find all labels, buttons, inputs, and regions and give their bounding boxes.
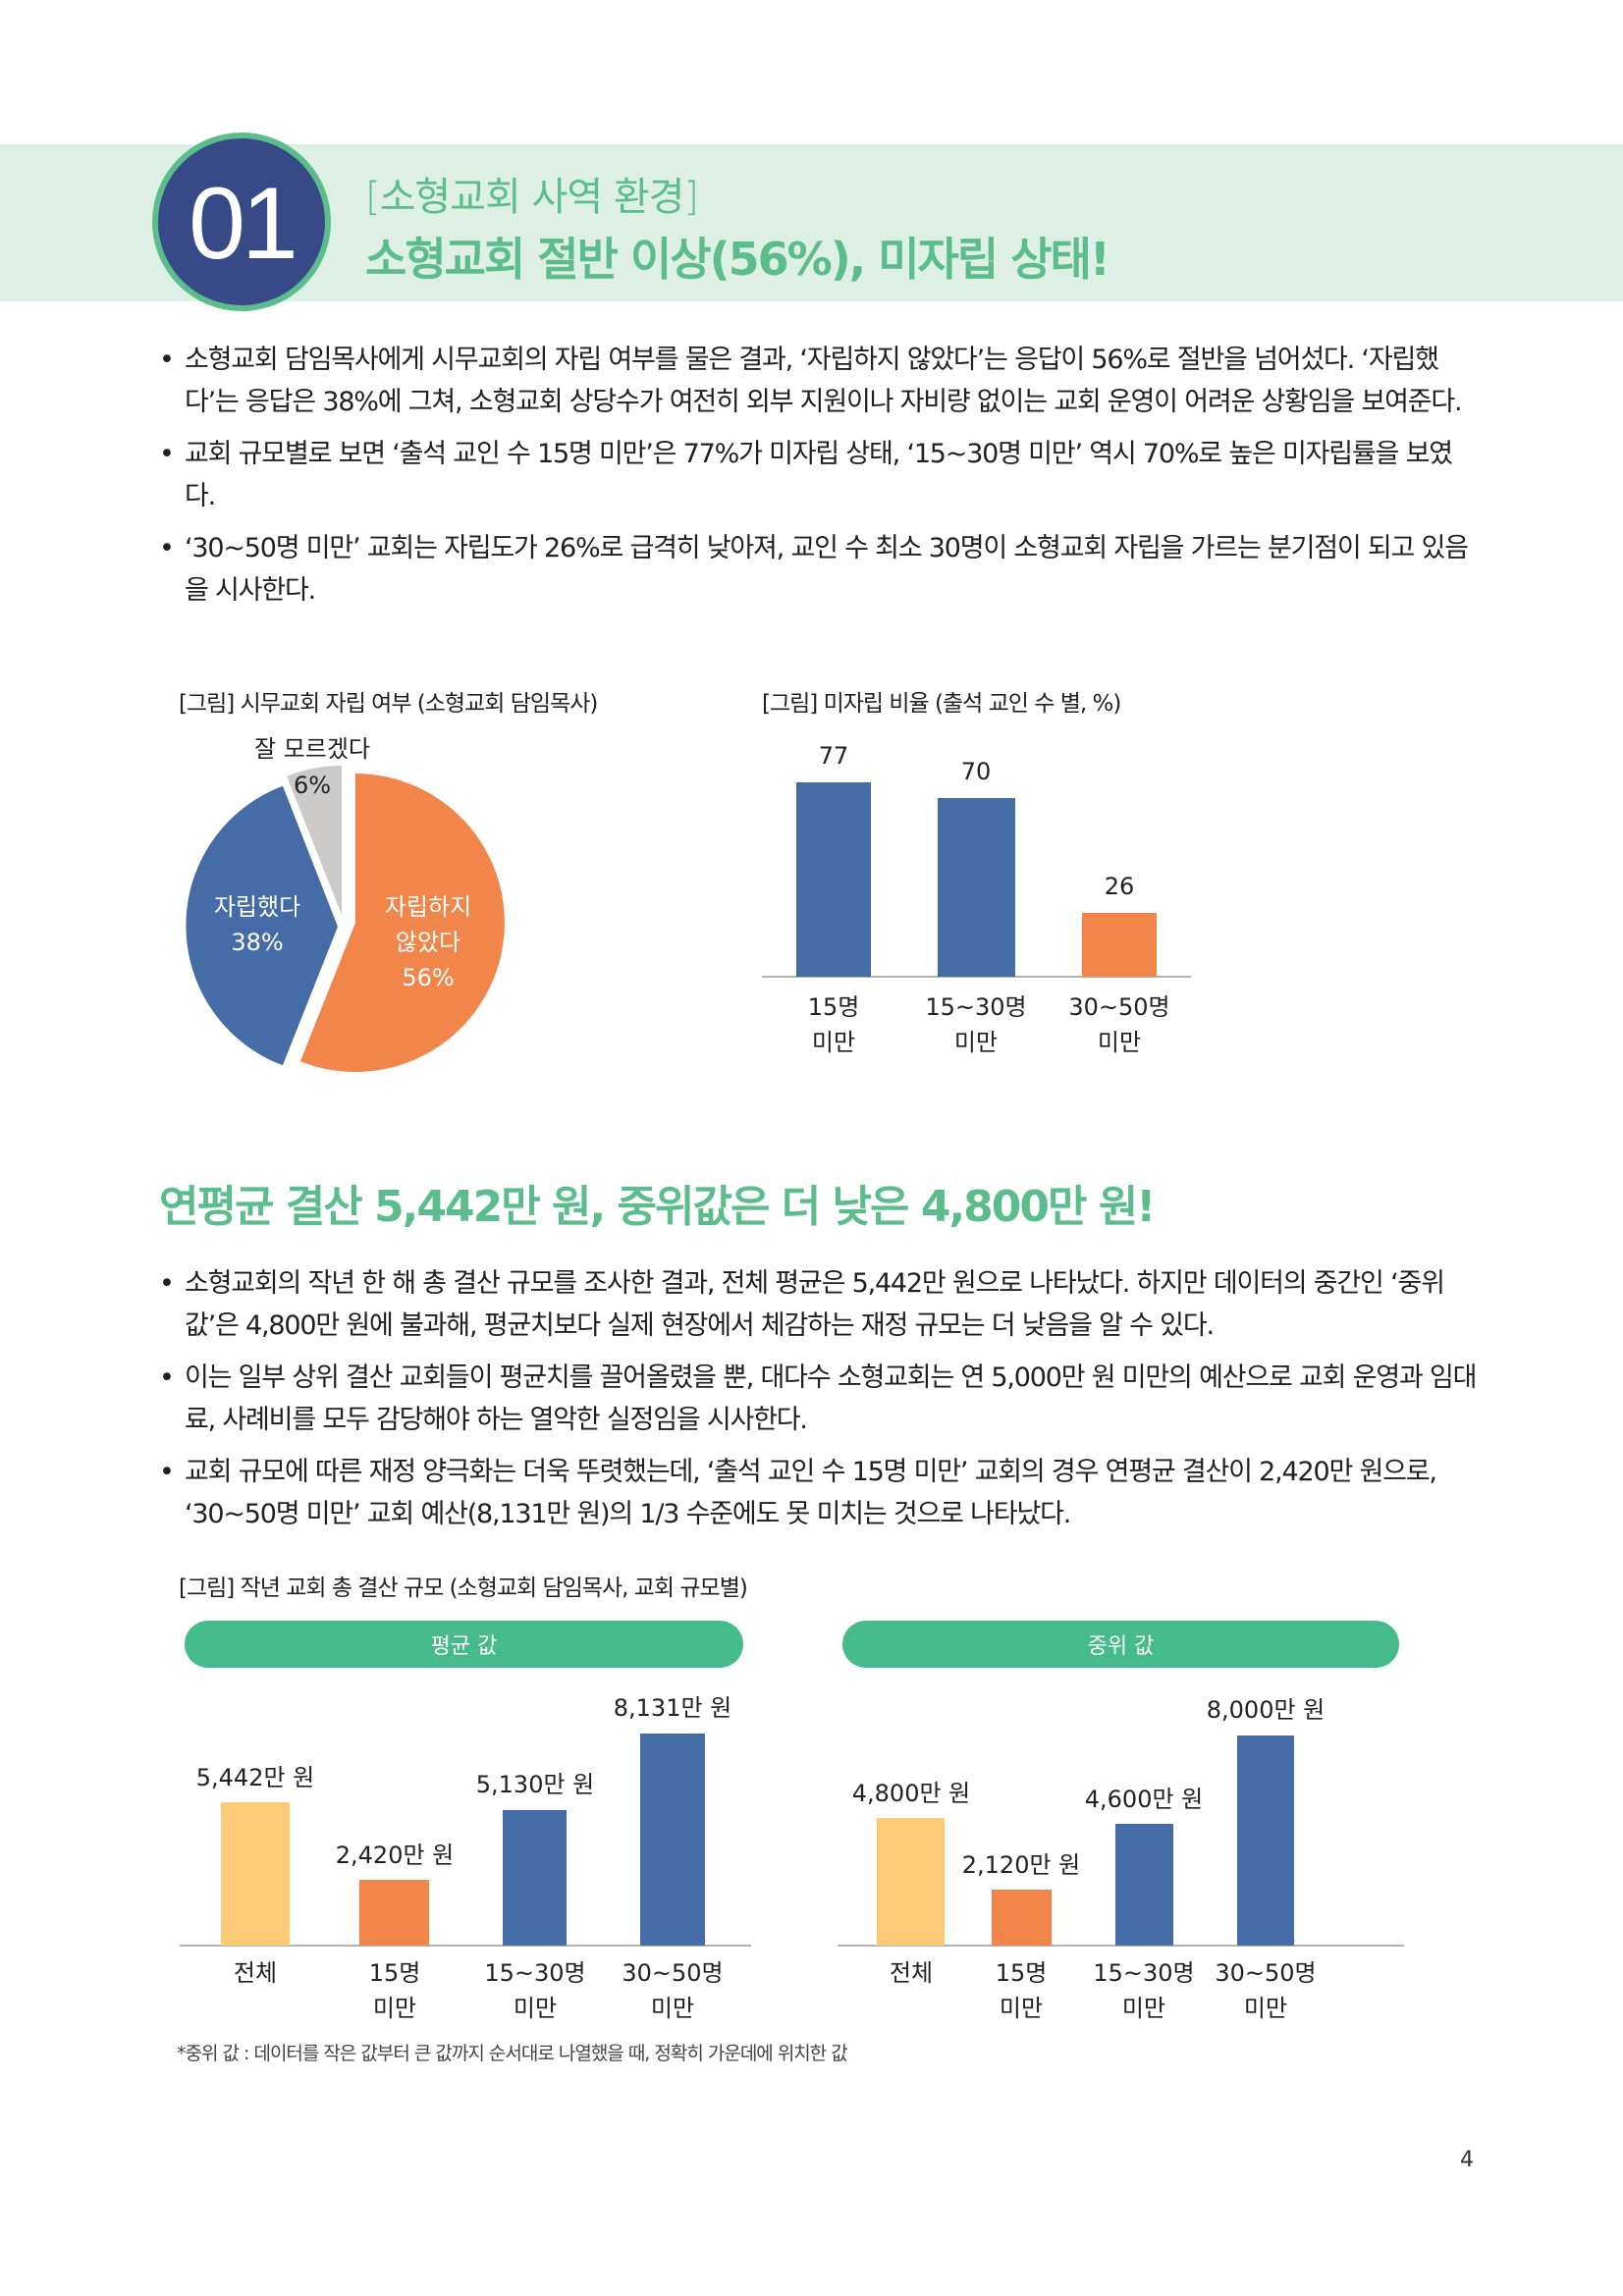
section1-bullet-list: • 소형교회 담임목사에게 시무교회의 자립 여부를 물은 결과, ‘자립하지 않… xyxy=(157,339,1478,621)
pie-label-yes-value: 38% xyxy=(231,929,284,956)
median-category: 15~30명 xyxy=(1093,1959,1195,1987)
section-kicker: [소형교회 사역 환경] xyxy=(365,175,699,220)
median-bar-value: 4,600만 원 xyxy=(1084,1786,1204,1813)
bullet-icon: • xyxy=(159,533,175,563)
pie-label-yes-title: 자립했다 xyxy=(213,893,301,921)
page-number: 4 xyxy=(1460,2148,1474,2172)
list-item: • 이는 일부 상위 결산 교회들이 평균치를 끌어올렸을 뿐, 대다수 소형교회… xyxy=(157,1357,1478,1441)
avg-category: 미만 xyxy=(513,1995,558,2022)
list-item: • 소형교회 담임목사에게 시무교회의 자립 여부를 물은 결과, ‘자립하지 않… xyxy=(157,339,1478,423)
bullet-icon: • xyxy=(159,1268,175,1299)
median-category: 30~50명 xyxy=(1215,1959,1317,1987)
bar-category-label: 미만 xyxy=(953,1029,999,1056)
median-category: 전체 xyxy=(889,1959,934,1987)
average-value-pill: 평균 값 xyxy=(185,1621,743,1668)
median-category: 미만 xyxy=(1243,1995,1288,2022)
median-category: 미만 xyxy=(999,1995,1044,2022)
bullet-icon: • xyxy=(159,1457,175,1487)
bar-category-label: 미만 xyxy=(1097,1029,1142,1056)
median-footnote: *중위 값 : 데이터를 작은 값부터 큰 값까지 순서대로 나열했을 때, 정… xyxy=(177,2043,848,2064)
section2-title: 연평균 결산 5,442만 원, 중위값은 더 낮은 4,800만 원! xyxy=(159,1182,1156,1232)
bar-15-under xyxy=(796,782,871,977)
avg-category: 미만 xyxy=(650,1995,695,2022)
list-item: • 교회 규모에 따른 재정 양극화는 더욱 뚜렷했는데, ‘출석 교인 수 15… xyxy=(157,1451,1478,1535)
bar-chart-caption: [그림] 미자립 비율 (출석 교인 수 별, %) xyxy=(762,691,1121,717)
avg-bar-value: 5,442만 원 xyxy=(195,1764,315,1791)
pie-label-unknown-value: 6% xyxy=(293,772,332,799)
avg-category: 30~50명 xyxy=(622,1959,724,1987)
pie-label-unknown-title: 잘 모르겠다 xyxy=(253,735,371,763)
avg-category: 15~30명 xyxy=(484,1959,586,1987)
bar-category-label: 미만 xyxy=(811,1029,856,1056)
bar-category-label: 30~50명 xyxy=(1068,993,1170,1021)
pie-label-no-line2: 않았다 xyxy=(395,929,461,956)
avg-bar-value: 8,131만 원 xyxy=(613,1694,732,1722)
bar-category-label: 15~30명 xyxy=(925,993,1027,1021)
pie-chart-caption: [그림] 시무교회 자립 여부 (소형교회 담임목사) xyxy=(179,691,598,717)
avg-bar-value: 5,130만 원 xyxy=(475,1771,595,1798)
bar-15-30 xyxy=(938,798,1015,977)
bar-category-label: 15명 xyxy=(807,993,860,1021)
list-item: • 소형교회의 작년 한 해 총 결산 규모를 조사한 결과, 전체 평균은 5,… xyxy=(157,1262,1478,1347)
list-item: • ‘30~50명 미만’ 교회는 자립도가 26%로 급격히 낮아져, 교인 수… xyxy=(157,527,1478,612)
median-bar-value: 4,800만 원 xyxy=(851,1780,971,1807)
section-number-badge: 01 xyxy=(152,133,331,311)
median-bar-value: 8,000만 원 xyxy=(1206,1696,1325,1724)
median-category: 15명 xyxy=(995,1959,1048,1987)
pie-label-no-value: 56% xyxy=(402,964,455,991)
bullet-icon: • xyxy=(159,1362,175,1393)
bullet-icon: • xyxy=(159,345,175,375)
list-item: • 교회 규모별로 보면 ‘출석 교인 수 15명 미만’은 77%가 미자립 상… xyxy=(157,433,1478,517)
median-value-pill: 중위 값 xyxy=(842,1621,1399,1668)
bar-value-label: 77 xyxy=(818,742,849,770)
section2-bullet-list: • 소형교회의 작년 한 해 총 결산 규모를 조사한 결과, 전체 평균은 5,… xyxy=(157,1262,1478,1545)
budget-chart-caption: [그림] 작년 교회 총 결산 규모 (소형교회 담임목사, 교회 규모별) xyxy=(179,1575,748,1601)
avg-category: 15명 xyxy=(368,1959,421,1987)
bar-value-label: 26 xyxy=(1104,873,1135,900)
avg-bar-value: 2,420만 원 xyxy=(335,1842,455,1869)
bar-30-50 xyxy=(1082,913,1157,977)
page-title: 소형교회 절반 이상(56%), 미자립 상태! xyxy=(365,233,1110,286)
badge-number: 01 xyxy=(189,167,298,281)
median-bar-value: 2,120만 원 xyxy=(961,1851,1081,1879)
bullet-icon: • xyxy=(159,439,175,469)
median-category: 미만 xyxy=(1121,1995,1166,2022)
avg-category: 미만 xyxy=(372,1995,417,2022)
pie-label-no-line1: 자립하지 xyxy=(384,893,472,921)
bar-value-label: 70 xyxy=(960,758,992,785)
avg-category: 전체 xyxy=(233,1959,278,1987)
